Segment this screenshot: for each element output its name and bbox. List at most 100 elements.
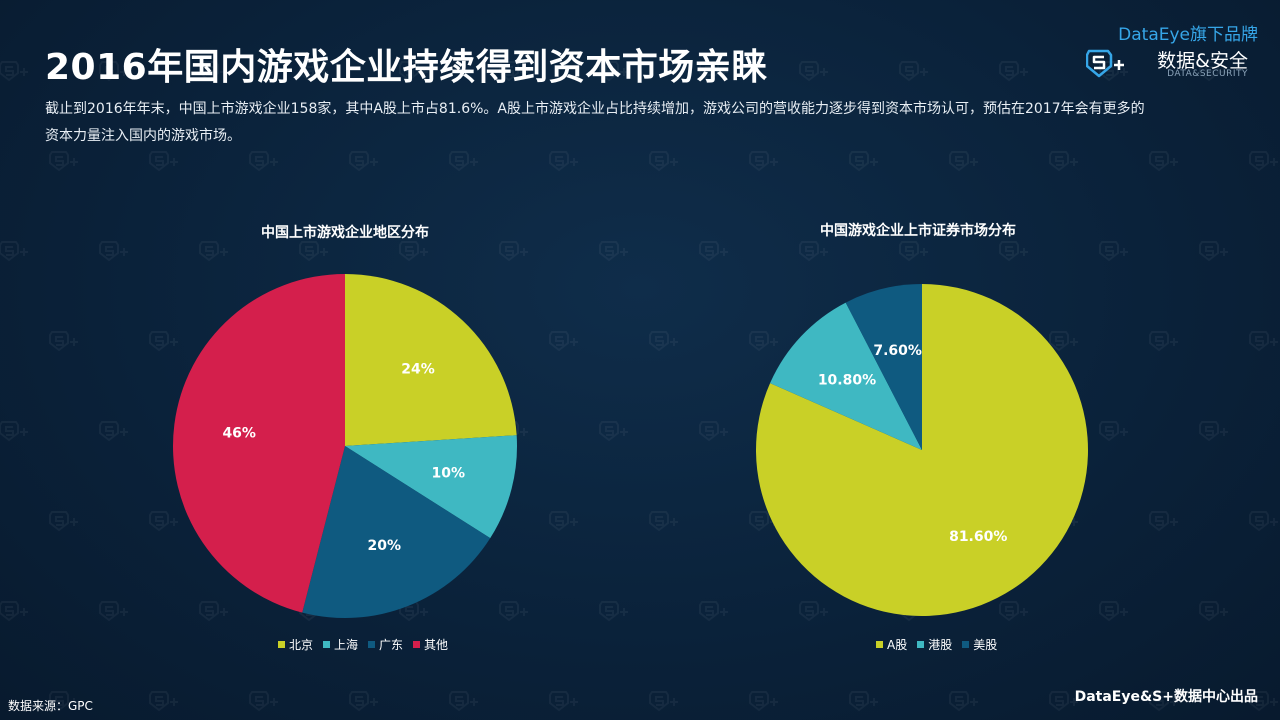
footer-credit: DataEye&S+数据中心出品 [1074, 689, 1258, 705]
pie-slice-其他 [172, 274, 345, 613]
watermark-mark [549, 511, 578, 532]
watermark-mark [799, 61, 828, 82]
watermark-mark [1199, 421, 1228, 442]
market-legend: A股 港股 美股 [876, 636, 997, 653]
watermark-mark [1199, 241, 1228, 262]
watermark-mark [699, 421, 728, 442]
legend-item-港股: 港股 [917, 636, 952, 653]
legend-item-广东: 广东 [368, 636, 403, 653]
legend-swatch [368, 641, 376, 648]
legend-swatch [962, 641, 970, 648]
data-label-北京: 24% [401, 361, 435, 377]
watermark-mark [0, 421, 28, 442]
brand-subname: DATA&SECURITY [1167, 69, 1248, 79]
watermark-mark [49, 151, 78, 172]
watermark-mark [849, 151, 878, 172]
data-label-美股: 7.60% [873, 343, 922, 359]
watermark-mark [1249, 331, 1278, 352]
watermark-mark [649, 331, 678, 352]
watermark-mark [849, 691, 878, 712]
legend-label: 其他 [424, 638, 449, 652]
watermark-mark [199, 241, 228, 262]
watermark-mark [99, 421, 128, 442]
watermark-mark [399, 241, 428, 262]
watermark-mark [49, 331, 78, 352]
watermark-mark [999, 61, 1028, 82]
legend-item-北京: 北京 [278, 636, 313, 653]
watermark-mark [249, 151, 278, 172]
watermark-mark [549, 691, 578, 712]
data-label-A股: 81.60% [949, 529, 1007, 545]
watermark-mark [349, 691, 378, 712]
watermark-mark [599, 241, 628, 262]
watermark-mark [299, 241, 328, 262]
legend-label: 美股 [973, 638, 998, 652]
data-label-上海: 10% [432, 466, 466, 482]
data-label-港股: 10.80% [818, 373, 876, 389]
watermark-mark [649, 511, 678, 532]
brand-block: DataEye旗下品牌 数据&安全 DATA&SECURITY [1058, 20, 1258, 82]
legend-label: A股 [887, 638, 908, 652]
watermark-mark [149, 691, 178, 712]
legend-item-美股: 美股 [962, 636, 997, 653]
watermark-mark [1249, 511, 1278, 532]
watermark-mark [599, 601, 628, 622]
pie-slice-上海 [345, 435, 517, 539]
watermark-mark [799, 241, 828, 262]
legend-swatch [413, 641, 421, 648]
watermark-mark [449, 691, 478, 712]
watermark-mark [549, 151, 578, 172]
watermark-mark [599, 421, 628, 442]
watermark-mark [1199, 601, 1228, 622]
pie-slice-美股 [845, 284, 922, 450]
watermark-mark [649, 151, 678, 172]
legend-swatch [876, 641, 883, 648]
watermark-mark [1049, 151, 1078, 172]
legend-item-其他: 其他 [413, 636, 448, 653]
watermark-mark [649, 691, 678, 712]
watermark-mark [949, 151, 978, 172]
watermark-mark [99, 241, 128, 262]
brand-tagline: DataEye旗下品牌 [1118, 25, 1258, 45]
watermark-mark [1149, 151, 1178, 172]
watermark-mark [1149, 331, 1178, 352]
region-legend: 北京 上海 广东 其他 [278, 636, 448, 653]
legend-swatch [323, 641, 331, 648]
watermark-mark [699, 601, 728, 622]
pie-slice-港股 [770, 302, 922, 450]
legend-item-A股: A股 [876, 636, 907, 653]
watermark-mark [99, 601, 128, 622]
legend-label: 上海 [334, 638, 359, 652]
watermark-mark [899, 241, 928, 262]
watermark-mark [899, 61, 928, 82]
data-label-其他: 46% [222, 426, 256, 442]
watermark-mark [1249, 151, 1278, 172]
watermark-mark [449, 151, 478, 172]
watermark-mark [999, 241, 1028, 262]
watermark-mark [499, 241, 528, 262]
legend-label: 港股 [928, 638, 953, 652]
watermark-mark [549, 331, 578, 352]
pie-slice-广东 [302, 446, 491, 618]
s-plus-shield-icon [1086, 49, 1124, 78]
watermark-mark [1099, 241, 1128, 262]
data-label-广东: 20% [367, 538, 401, 554]
legend-label: 广东 [379, 638, 404, 652]
watermark-mark [1099, 421, 1128, 442]
watermark-mark [249, 691, 278, 712]
watermark-mark [0, 601, 28, 622]
page-title: 2016年国内游戏企业持续得到资本市场亲睐 [45, 47, 768, 88]
watermark-mark [149, 151, 178, 172]
watermark-mark [0, 241, 28, 262]
watermark-mark [1149, 511, 1178, 532]
pie-slice-北京 [345, 274, 517, 446]
legend-item-上海: 上海 [323, 636, 358, 653]
watermark-mark [749, 691, 778, 712]
data-source: 数据来源：GPC [8, 699, 93, 713]
watermark-mark [749, 151, 778, 172]
chart-2-title: 中国游戏企业上市证券市场分布 [820, 223, 1016, 239]
watermark-mark [699, 241, 728, 262]
watermark-mark [349, 151, 378, 172]
watermark-mark [1099, 601, 1128, 622]
region-pie-chart: 24% 10% 20% 46% [172, 274, 517, 618]
